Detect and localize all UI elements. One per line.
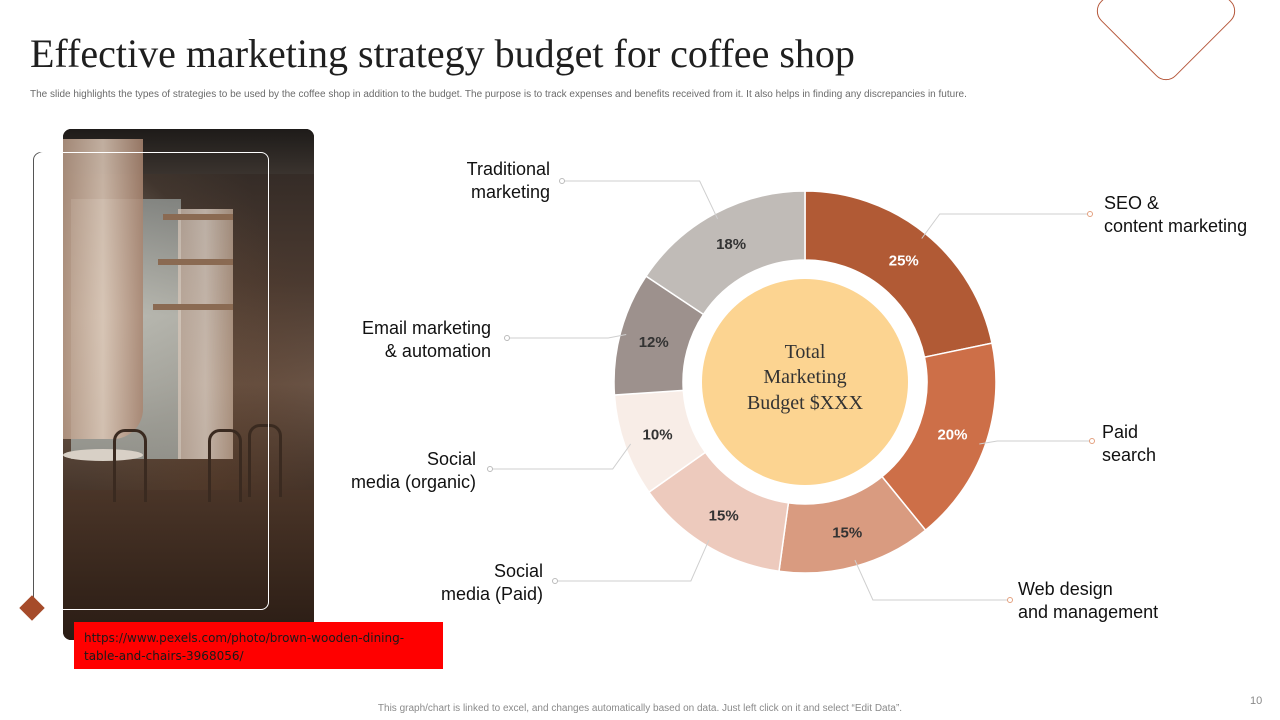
photo-frame-outline <box>35 152 269 610</box>
slice-value-label-1: 20% <box>937 426 967 443</box>
slice-value-label-3: 15% <box>709 508 739 525</box>
center-label-line-3: Budget $XXX <box>747 392 864 414</box>
image-source-box[interactable]: https://www.pexels.com/photo/brown-woode… <box>74 622 443 669</box>
footer-note: This graph/chart is linked to excel, and… <box>377 703 903 714</box>
leader-line-3 <box>555 539 710 582</box>
center-circle <box>702 279 908 485</box>
page-title: Effective marketing strategy budget for … <box>30 31 855 76</box>
label-paid-search: Paid search <box>1102 422 1157 465</box>
leader-line-6 <box>562 180 719 220</box>
slice-value-label-6: 18% <box>716 236 746 253</box>
leader-dot-4 <box>487 466 493 472</box>
label-traditional-marketing: Traditional marketing <box>466 159 550 202</box>
leader-line-0 <box>921 213 1090 239</box>
page-number: 10 <box>1250 695 1263 707</box>
center-label-line-2: Marketing <box>763 366 846 388</box>
image-source-link[interactable]: https://www.pexels.com/photo/brown-woode… <box>84 631 405 663</box>
leader-dot-2 <box>1007 597 1013 603</box>
leader-line-5 <box>507 334 627 339</box>
leader-dot-0 <box>1087 211 1093 217</box>
leader-dot-3 <box>552 578 558 584</box>
slice-value-label-0: 25% <box>889 253 919 270</box>
leader-dot-6 <box>559 178 565 184</box>
page-subtitle: The slide highlights the types of strate… <box>30 89 967 100</box>
slice-value-label-2: 15% <box>832 525 862 542</box>
donut-slice-6 <box>644 190 806 316</box>
leader-line-2 <box>854 559 1010 601</box>
label-web-design: Web design and management <box>1018 579 1159 622</box>
leader-dot-1 <box>1089 438 1095 444</box>
label-email-marketing: Email marketing & automation <box>361 318 491 361</box>
label-social-media-paid: Social media (Paid) <box>440 561 543 604</box>
coffee-shop-photo <box>63 129 314 640</box>
slice-value-label-4: 10% <box>643 426 673 443</box>
leader-dot-5 <box>504 335 510 341</box>
slice-value-label-5: 12% <box>639 334 669 351</box>
leader-line-4 <box>490 443 632 470</box>
center-label-line-1: Total <box>785 341 826 363</box>
label-social-media-organic: Social media (organic) <box>350 449 476 492</box>
label-seo-content-marketing: SEO & content marketing <box>1104 193 1248 236</box>
leader-line-1 <box>979 440 1092 445</box>
